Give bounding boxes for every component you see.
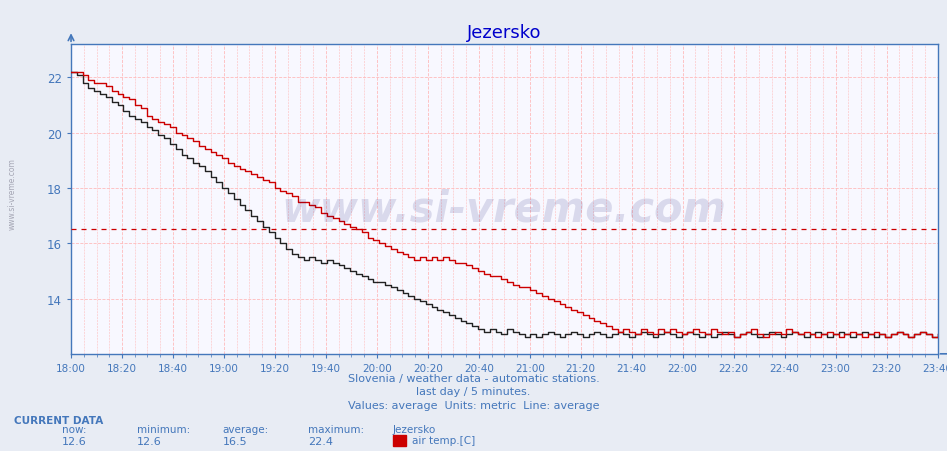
Text: 12.6: 12.6 (137, 436, 162, 446)
Text: www.si-vreme.com: www.si-vreme.com (282, 188, 726, 230)
Text: CURRENT DATA: CURRENT DATA (14, 415, 103, 425)
Text: minimum:: minimum: (137, 424, 190, 434)
Text: last day / 5 minutes.: last day / 5 minutes. (417, 387, 530, 396)
Text: air temp.[C]: air temp.[C] (412, 435, 475, 445)
Text: Jezersko: Jezersko (393, 424, 437, 434)
Text: Values: average  Units: metric  Line: average: Values: average Units: metric Line: aver… (348, 400, 599, 410)
Title: Jezersko: Jezersko (467, 24, 542, 42)
Text: maximum:: maximum: (308, 424, 364, 434)
Text: 12.6: 12.6 (62, 436, 86, 446)
Text: now:: now: (62, 424, 86, 434)
Text: average:: average: (223, 424, 269, 434)
Text: Slovenia / weather data - automatic stations.: Slovenia / weather data - automatic stat… (348, 373, 599, 383)
Text: 22.4: 22.4 (308, 436, 332, 446)
Text: 16.5: 16.5 (223, 436, 247, 446)
Text: www.si-vreme.com: www.si-vreme.com (8, 158, 17, 230)
